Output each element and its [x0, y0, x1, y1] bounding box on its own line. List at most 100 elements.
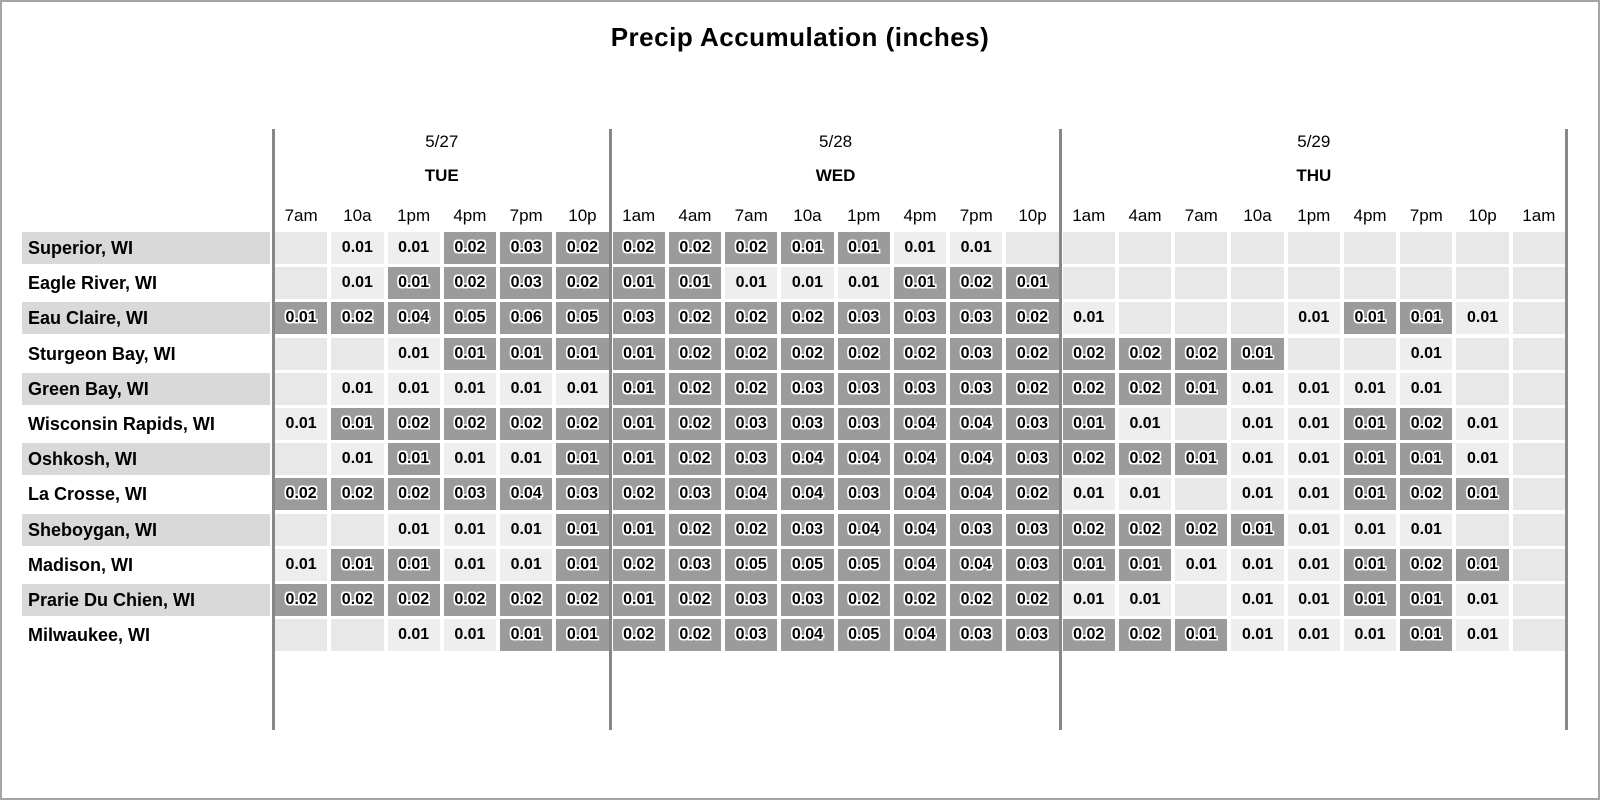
precip-cell: 0.02 — [950, 267, 1003, 300]
precip-cell: 0.02 — [668, 443, 722, 476]
time-header-cell: 7am — [284, 206, 318, 225]
precip-cell: 0.02 — [556, 232, 609, 264]
precip-cell: 0.01 — [1231, 513, 1284, 546]
precip-cell: 0.02 — [612, 232, 665, 264]
precip-cell: 0.02 — [387, 408, 440, 440]
day-group-name: TUE — [424, 166, 459, 185]
time-header-cell: 7am — [1184, 206, 1218, 225]
precip-cell: 0.03 — [1006, 619, 1059, 652]
precip-cell: 0.01 — [331, 548, 384, 581]
precip-cell: 0.05 — [725, 548, 778, 581]
precip-cell: 0.01 — [612, 584, 665, 616]
precip-cell: 0.03 — [893, 372, 947, 405]
time-header-cell: 10a — [793, 206, 822, 225]
precip-cell: 0.01 — [1175, 548, 1228, 581]
precip-cell: 0.03 — [837, 372, 890, 405]
row-label: Sheboygan, WI — [22, 513, 270, 546]
precip-cell: 0.01 — [893, 267, 947, 300]
precip-cell: 0.01 — [1175, 619, 1228, 652]
precip-cell: 0.01 — [1118, 478, 1172, 511]
precip-cell: 0.02 — [781, 337, 834, 370]
precip-cell — [1343, 232, 1397, 264]
precip-cell: 0.01 — [1343, 443, 1397, 476]
precip-cell: 0.03 — [500, 232, 553, 264]
precip-cell: 0.01 — [837, 232, 890, 264]
day-separator — [1059, 129, 1063, 730]
precip-cell: 0.01 — [1343, 548, 1397, 581]
precip-cell: 0.03 — [781, 372, 834, 405]
precip-cell: 0.01 — [1456, 302, 1509, 335]
row-label: Oshkosh, WI — [22, 443, 270, 476]
precip-cell: 0.02 — [275, 478, 328, 511]
time-header-cell: 4pm — [453, 206, 487, 225]
time-header-cell: 1am — [1072, 206, 1106, 225]
precip-cell: 0.02 — [1062, 619, 1115, 652]
precip-cell: 0.02 — [331, 584, 384, 616]
precip-cell: 0.02 — [443, 408, 497, 440]
precip-cell — [1512, 232, 1565, 264]
precip-cell — [1062, 267, 1115, 300]
precip-cell: 0.04 — [500, 478, 553, 511]
precip-cell: 0.03 — [443, 478, 497, 511]
precip-cell — [1231, 267, 1284, 300]
precip-cell: 0.03 — [1006, 548, 1059, 581]
precip-cell: 0.02 — [1062, 513, 1115, 546]
precip-cell: 0.05 — [781, 548, 834, 581]
precip-cell — [275, 372, 328, 405]
precip-cell: 0.02 — [500, 584, 553, 616]
row-label: La Crosse, WI — [28, 484, 148, 505]
precip-cell: 0.03 — [1006, 443, 1059, 476]
precip-cell — [1400, 232, 1453, 264]
precip-cell: 0.01 — [443, 619, 497, 652]
precip-cell: 0.02 — [443, 584, 497, 616]
precip-cell: 0.03 — [950, 513, 1003, 546]
precip-cell — [1175, 584, 1228, 616]
time-header-cell: 1pm — [847, 206, 881, 225]
precip-cell: 0.03 — [837, 478, 890, 511]
precip-cell: 0.01 — [1118, 584, 1172, 616]
precip-cell: 0.03 — [725, 584, 778, 616]
precip-cell: 0.01 — [331, 267, 384, 300]
precip-cell: 0.02 — [1118, 443, 1172, 476]
precip-cell: 0.02 — [1400, 548, 1453, 581]
precip-cell: 0.01 — [387, 513, 440, 546]
precip-cell: 0.01 — [387, 267, 440, 300]
precip-cell: 0.05 — [837, 619, 890, 652]
precip-cell: 0.01 — [1231, 372, 1284, 405]
precip-cell — [1006, 232, 1059, 264]
precip-cell: 0.01 — [1231, 619, 1284, 652]
precip-cell: 0.01 — [1287, 619, 1340, 652]
precip-cell: 0.01 — [668, 267, 722, 300]
precip-cell: 0.04 — [893, 619, 947, 652]
day-group-date: 5/27 — [425, 132, 459, 151]
precip-cell: 0.04 — [950, 548, 1003, 581]
precip-cell: 0.03 — [668, 478, 722, 511]
precip-cell: 0.01 — [1062, 548, 1115, 581]
precip-cell: 0.01 — [1456, 408, 1509, 440]
precip-cell: 0.01 — [1400, 372, 1453, 405]
precip-cell: 0.01 — [556, 337, 609, 370]
time-header-cell: 7pm — [509, 206, 543, 225]
precip-cell: 0.01 — [1287, 443, 1340, 476]
time-header-cell: 7pm — [959, 206, 993, 225]
precip-cell: 0.01 — [500, 619, 553, 652]
precip-cell: 0.03 — [556, 478, 609, 511]
time-header-cell: 10p — [1018, 206, 1047, 225]
precip-cell: 0.01 — [1287, 408, 1340, 440]
precip-cell: 0.01 — [1175, 443, 1228, 476]
precip-cell — [1512, 372, 1565, 405]
time-header-cell: 7am — [734, 206, 768, 225]
precip-cell: 0.01 — [500, 548, 553, 581]
precip-cell: 0.01 — [443, 372, 497, 405]
precip-cell: 0.05 — [443, 302, 497, 335]
precip-cell: 0.02 — [275, 584, 328, 616]
precip-cell — [1287, 337, 1340, 370]
day-group-name: WED — [815, 166, 856, 185]
precip-cell: 0.01 — [500, 337, 553, 370]
precip-cell: 0.01 — [1231, 443, 1284, 476]
precip-cell: 0.02 — [387, 584, 440, 616]
precip-cell: 0.01 — [331, 408, 384, 440]
precip-cell — [1456, 232, 1509, 264]
precip-cell: 0.04 — [893, 478, 947, 511]
precip-cell: 0.02 — [612, 478, 665, 511]
